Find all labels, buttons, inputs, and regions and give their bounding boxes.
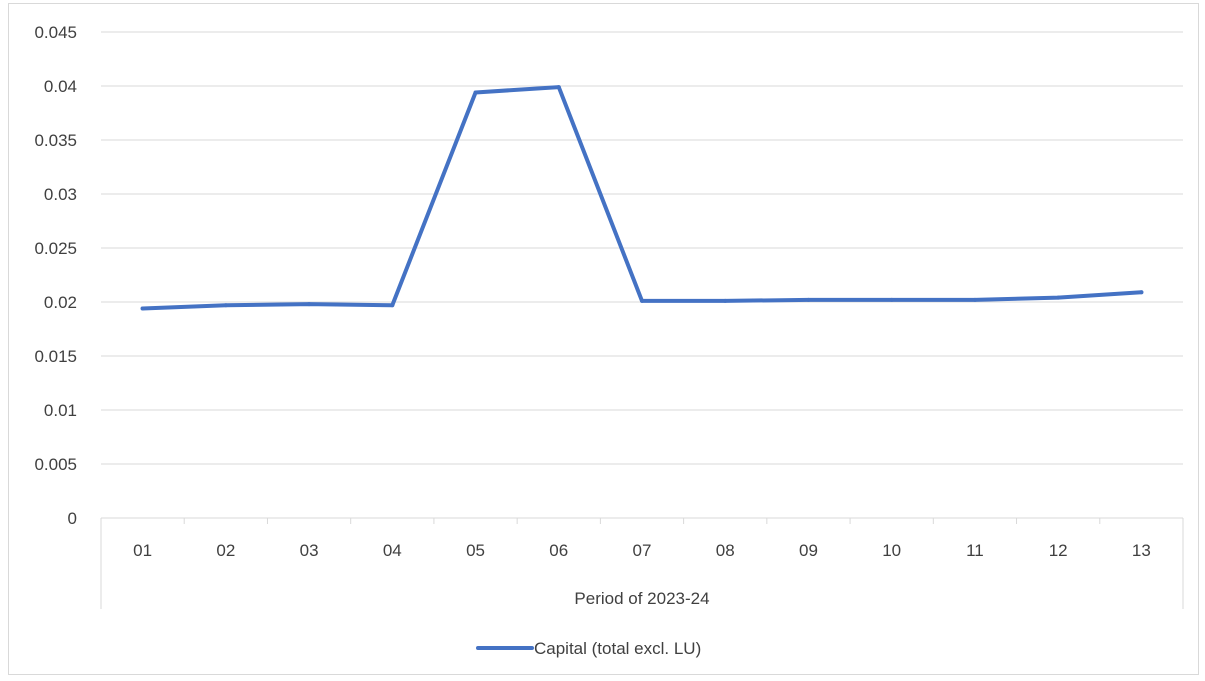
x-tick-label: 02 [216,541,235,560]
x-axis [100,517,1184,609]
x-tick-label: 08 [716,541,735,560]
y-tick-label: 0.03 [44,185,77,204]
y-tick-label: 0.02 [44,293,77,312]
x-tick-label: 05 [466,541,485,560]
y-tick-label: 0.04 [44,77,77,96]
data-point [1139,290,1144,295]
y-tick-label: 0.025 [34,239,77,258]
x-tick-label: 12 [1049,541,1068,560]
chart-frame [8,3,1199,675]
x-tick-label: 01 [133,541,152,560]
y-axis-tick-labels: 0 0.005 0.01 0.015 0.02 0.025 0.03 0.035 0.04 0.0… [34,23,77,528]
y-tick-label: 0.005 [34,455,77,474]
y-tick-label: 0.035 [34,131,77,150]
data-point [473,90,478,95]
legend: Capital (total excl. LU) [476,639,701,658]
data-point [889,297,894,302]
data-point [640,298,644,303]
data-point [140,306,145,311]
series-group [140,85,1144,311]
x-axis-title: Period of 2023-24 [574,589,709,608]
x-tick-label: 07 [633,541,652,560]
x-tick-label: 11 [966,541,984,560]
data-point [723,298,728,303]
data-point [806,297,811,302]
gridlines [101,31,1183,465]
x-tick-label: 03 [300,541,319,560]
y-tick-label: 0.01 [44,401,77,420]
y-tick-label: 0 [68,509,77,528]
data-point [307,302,312,307]
x-tick-label: 13 [1132,541,1151,560]
x-tick-label: 06 [549,541,568,560]
data-point [972,297,977,302]
x-axis-tick-labels: 01 02 03 04 05 06 07 08 09 10 11 12 13 [133,541,1151,560]
x-tick-label: 10 [882,541,901,560]
y-tick-label: 0.015 [34,347,77,366]
series-line [140,85,1144,311]
x-tick-label: 09 [799,541,818,560]
data-point [556,85,561,90]
data-point [1056,295,1061,300]
x-tick-label: 04 [383,541,402,560]
legend-label: Capital (total excl. LU) [534,639,701,658]
y-tick-label: 0.045 [34,23,77,42]
data-point [390,303,395,308]
data-point [223,303,228,308]
